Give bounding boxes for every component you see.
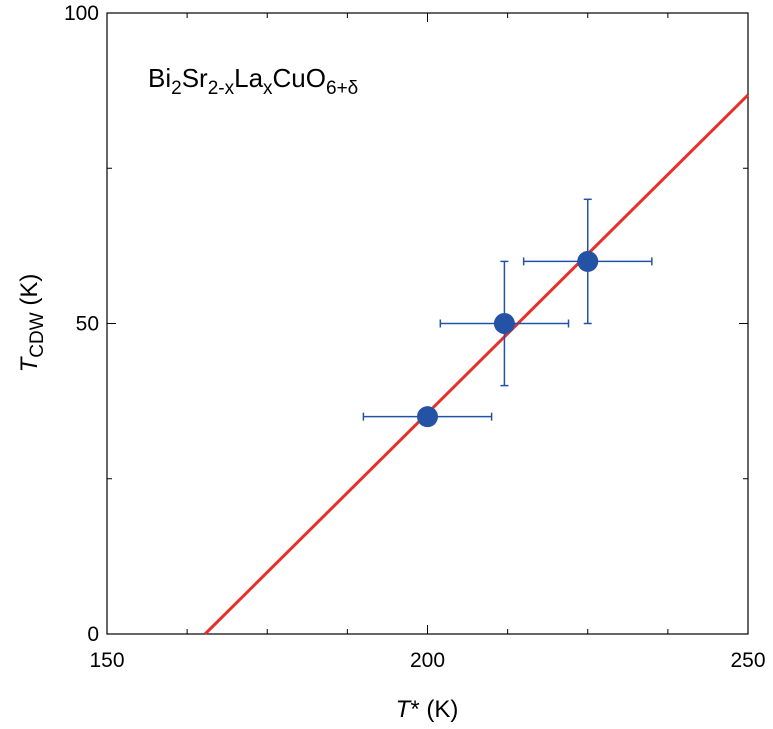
fit-line	[204, 93, 750, 636]
y-axis-label-var: T	[16, 355, 43, 372]
y-tick-label: 50	[76, 313, 99, 336]
y-axis-label-unit: (K)	[16, 274, 43, 313]
formula-text: CuO	[273, 63, 326, 93]
y-axis-label-sub: CDW	[27, 312, 48, 357]
formula-subscript: 2	[171, 78, 182, 99]
formula-text: Sr	[182, 63, 208, 93]
formula-text: Bi	[148, 63, 171, 93]
formula-subscript: 2-x	[208, 78, 235, 99]
x-axis-label-var: T	[396, 696, 413, 723]
x-tick-label: 200	[410, 649, 445, 672]
y-axis-label: TCDW (K)	[16, 274, 48, 373]
x-tick-label: 250	[730, 649, 765, 672]
x-tick-label: 150	[89, 649, 124, 672]
x-axis-label-sup: *	[410, 696, 419, 723]
x-axis-label: T* (K)	[396, 696, 459, 723]
formula-text: La	[234, 63, 263, 93]
y-tick-label: 100	[64, 2, 99, 25]
data-point	[493, 313, 515, 334]
formula-annotation: Bi2Sr2-xLaxCuO6+δ	[148, 63, 358, 99]
y-tick-label: 0	[87, 623, 99, 646]
formula-subscript: 6+δ	[326, 78, 358, 99]
formula-subscript: x	[263, 78, 273, 99]
data-point	[577, 250, 599, 272]
plot-frame	[106, 12, 749, 635]
data-point	[417, 406, 438, 428]
x-axis-label-unit: (K)	[420, 696, 459, 723]
